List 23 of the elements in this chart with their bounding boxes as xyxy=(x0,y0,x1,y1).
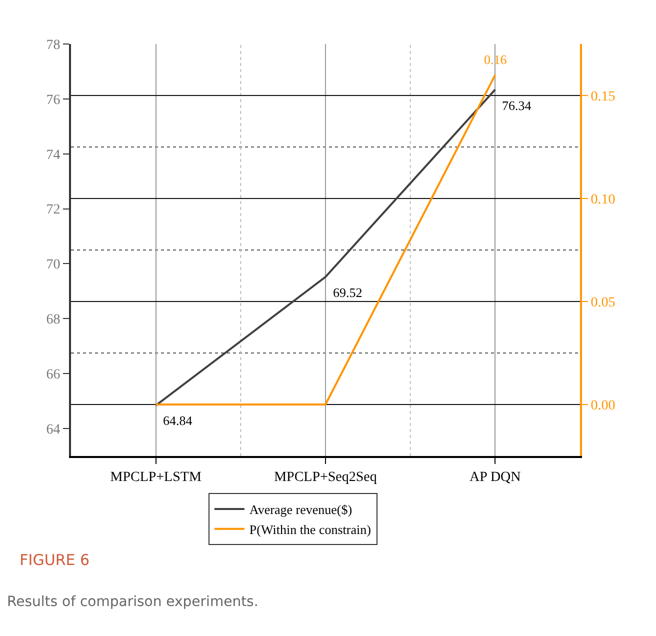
text: FIGURE 6 xyxy=(20,550,90,569)
y-tick-label: 74 xyxy=(46,148,60,163)
y-tick-label: 70 xyxy=(46,258,60,273)
y2-tick-label: 0.15 xyxy=(590,89,616,104)
y-tick-label: 64 xyxy=(46,422,60,438)
legend-label: P(Within the constrain) xyxy=(249,522,371,537)
x-tick-label: MPCLP+LSTM xyxy=(110,470,202,485)
x-tick-label: AP DQN xyxy=(470,470,521,485)
y-tick-label: 66 xyxy=(46,368,60,382)
y2-tick-label: 0.10 xyxy=(590,192,616,208)
y-tick-label: 78 xyxy=(46,38,60,53)
data-label: 76.34 xyxy=(502,98,532,113)
text: Results of comparison experiments. xyxy=(7,594,258,610)
x-tick-label: MPCLP+Seq2Seq xyxy=(274,470,377,485)
legend-label: Average revenue($) xyxy=(249,502,352,518)
y2-tick-label: 0.00 xyxy=(590,398,616,414)
data-label: 69.52 xyxy=(333,285,362,300)
y2-tick-label: 0.05 xyxy=(590,295,616,310)
data-label: 0.16 xyxy=(484,52,508,67)
y-tick-label: 72 xyxy=(46,202,60,218)
y-tick-label: 68 xyxy=(46,312,60,328)
y-tick-label: 76 xyxy=(46,92,60,108)
data-label: 64.84 xyxy=(163,413,193,428)
